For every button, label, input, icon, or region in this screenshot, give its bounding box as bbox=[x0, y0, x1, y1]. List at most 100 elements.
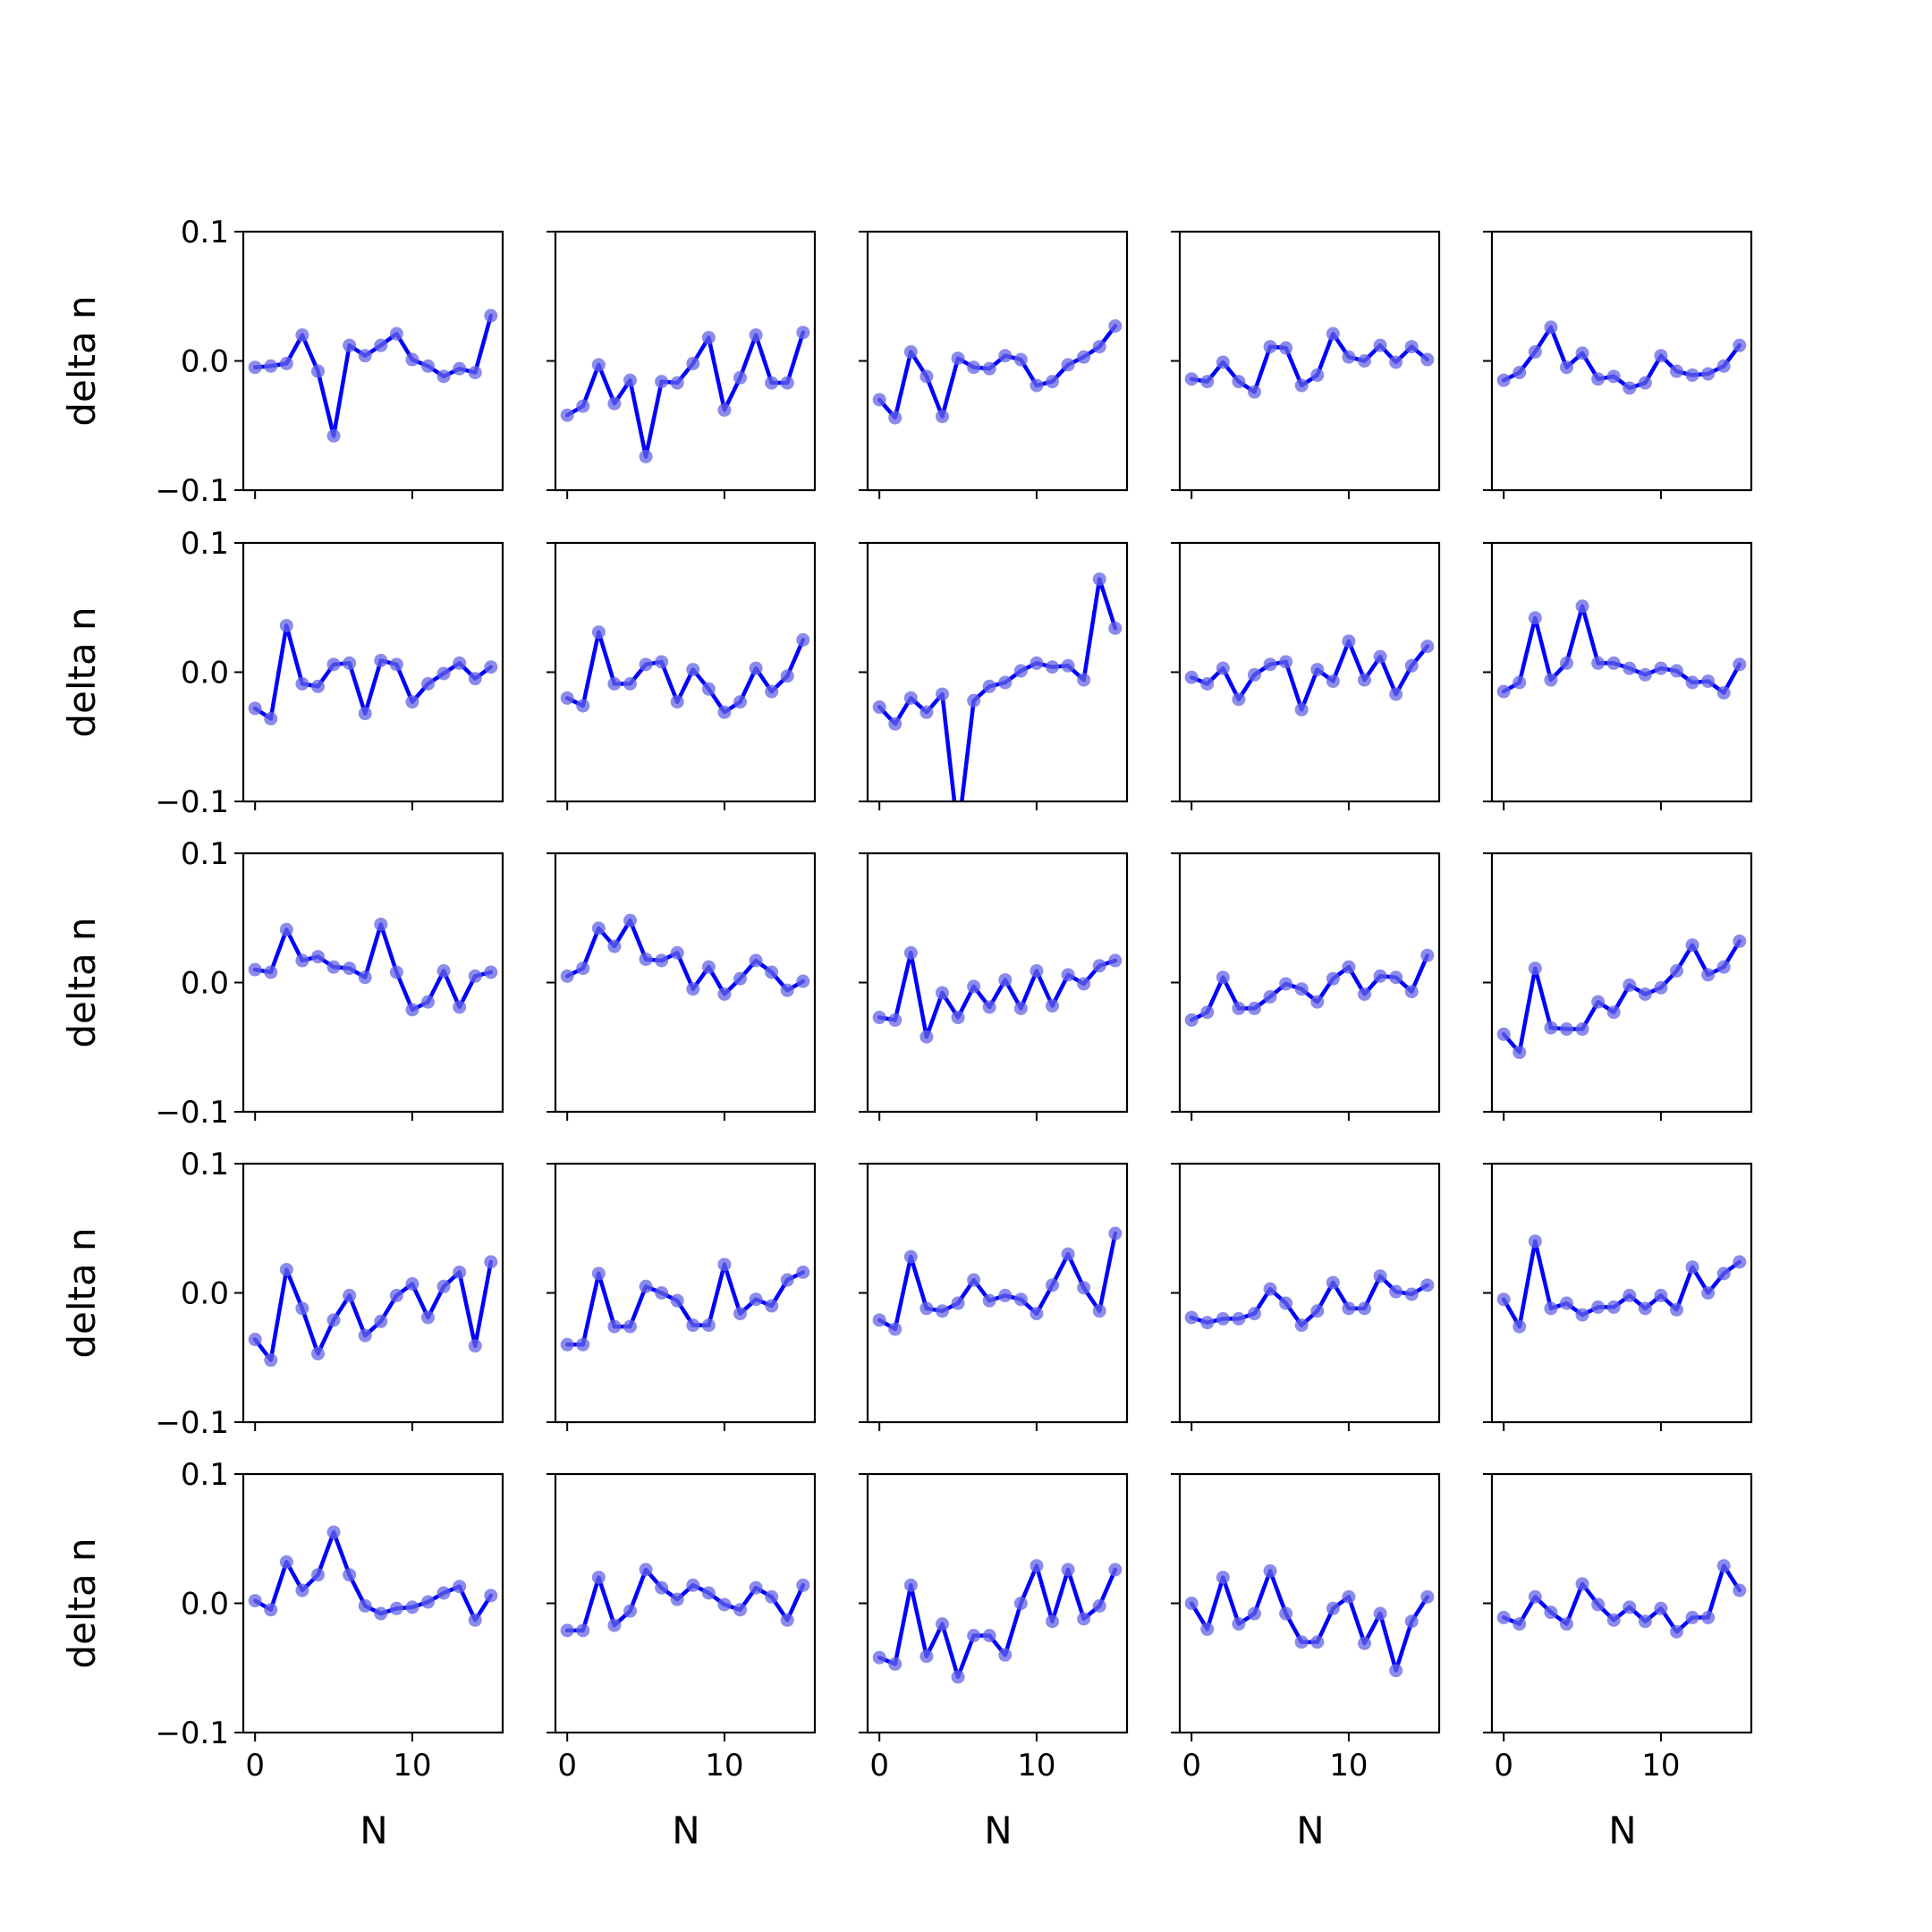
data-point bbox=[560, 969, 574, 983]
data-point bbox=[1733, 657, 1747, 672]
data-point bbox=[1606, 369, 1621, 384]
x-axis-label: N bbox=[1608, 1809, 1636, 1852]
data-point bbox=[765, 684, 779, 699]
data-point bbox=[639, 952, 653, 966]
panel-data bbox=[248, 1525, 498, 1627]
data-point bbox=[1544, 673, 1558, 687]
series-line bbox=[1501, 325, 1742, 391]
data-point bbox=[358, 970, 372, 985]
data-point bbox=[1685, 675, 1699, 690]
series-line bbox=[564, 330, 806, 459]
data-point bbox=[670, 1293, 684, 1308]
series-line bbox=[877, 324, 1118, 420]
data-point bbox=[1077, 1281, 1091, 1295]
data-point bbox=[1496, 373, 1511, 387]
data-point bbox=[1685, 368, 1699, 382]
series-line bbox=[877, 951, 1118, 1039]
data-point bbox=[1200, 677, 1215, 691]
data-point bbox=[998, 973, 1013, 987]
data-point bbox=[1279, 341, 1293, 355]
panel-r4-c4 bbox=[1171, 1162, 1441, 1431]
data-point bbox=[1247, 385, 1261, 399]
data-point bbox=[248, 360, 262, 375]
data-point bbox=[1638, 376, 1652, 390]
data-point bbox=[780, 1273, 794, 1287]
data-point bbox=[1701, 367, 1716, 381]
data-point bbox=[1654, 661, 1668, 675]
data-point bbox=[1200, 375, 1215, 389]
data-point bbox=[1108, 318, 1123, 333]
data-point bbox=[468, 969, 482, 983]
panel-data bbox=[872, 945, 1123, 1044]
data-point bbox=[967, 693, 981, 708]
data-point bbox=[1404, 985, 1419, 999]
data-point bbox=[310, 364, 325, 378]
data-point bbox=[1544, 1301, 1558, 1316]
data-point bbox=[279, 1555, 293, 1569]
data-point bbox=[749, 1580, 763, 1595]
data-point bbox=[1623, 978, 1637, 992]
data-point bbox=[560, 1623, 574, 1638]
data-point bbox=[264, 712, 278, 726]
panel-data bbox=[248, 1255, 498, 1368]
data-point bbox=[468, 1339, 482, 1353]
data-point bbox=[1513, 1617, 1527, 1631]
data-point bbox=[1092, 1304, 1106, 1318]
data-point bbox=[1061, 1247, 1075, 1261]
series-line bbox=[1501, 1563, 1742, 1634]
x-axis-label: N bbox=[984, 1809, 1012, 1852]
panel-r3-c3 bbox=[859, 852, 1129, 1121]
panel-data bbox=[1184, 1269, 1435, 1333]
panel-data bbox=[1184, 326, 1435, 399]
data-point bbox=[1013, 1001, 1028, 1015]
data-point bbox=[1030, 1559, 1044, 1573]
axes-frame bbox=[1178, 541, 1441, 803]
data-point bbox=[436, 666, 451, 681]
data-point bbox=[1420, 1589, 1435, 1604]
data-point bbox=[1279, 1296, 1293, 1310]
data-point bbox=[389, 1288, 403, 1302]
data-point bbox=[1733, 934, 1747, 948]
data-point bbox=[982, 679, 996, 693]
series-line bbox=[564, 1262, 806, 1347]
y-axis-label: delta n bbox=[60, 606, 104, 737]
data-point bbox=[405, 1003, 419, 1017]
data-point bbox=[453, 361, 467, 376]
data-point bbox=[1591, 1300, 1606, 1314]
data-point bbox=[903, 945, 918, 960]
series-line bbox=[252, 313, 494, 438]
data-point bbox=[1559, 1296, 1573, 1310]
panel-r3-c2 bbox=[547, 852, 817, 1121]
data-point bbox=[1216, 1311, 1230, 1326]
data-point bbox=[670, 695, 684, 709]
y-tick-label: 0.0 bbox=[181, 344, 229, 380]
data-point bbox=[701, 330, 716, 344]
data-point bbox=[670, 1592, 684, 1606]
data-point bbox=[998, 349, 1013, 363]
panel-r5-c2: 0 10N bbox=[547, 1472, 817, 1852]
axes-frame bbox=[1490, 852, 1753, 1114]
axes-frame bbox=[866, 230, 1129, 492]
data-point bbox=[1559, 1617, 1573, 1631]
data-point bbox=[264, 1353, 278, 1368]
data-point bbox=[576, 1337, 590, 1352]
data-point bbox=[1358, 987, 1372, 1002]
data-point bbox=[343, 962, 357, 976]
data-point bbox=[374, 1606, 388, 1621]
data-point bbox=[733, 695, 748, 709]
data-point bbox=[1559, 360, 1573, 375]
series-line bbox=[1189, 953, 1430, 1022]
x-tick-label: 10 bbox=[1017, 1748, 1055, 1784]
panel-data bbox=[560, 913, 810, 1002]
data-point bbox=[326, 657, 341, 672]
panel-r5-c4: 0 10N bbox=[1171, 1472, 1441, 1852]
series-line bbox=[1189, 1569, 1430, 1673]
data-point bbox=[639, 657, 653, 672]
data-point bbox=[1528, 344, 1542, 359]
y-tick-label: −0.1 bbox=[155, 1095, 229, 1131]
data-point bbox=[310, 950, 325, 964]
data-point bbox=[1247, 1307, 1261, 1321]
data-point bbox=[1046, 1614, 1060, 1629]
data-point bbox=[623, 913, 637, 928]
data-point bbox=[358, 1598, 372, 1613]
